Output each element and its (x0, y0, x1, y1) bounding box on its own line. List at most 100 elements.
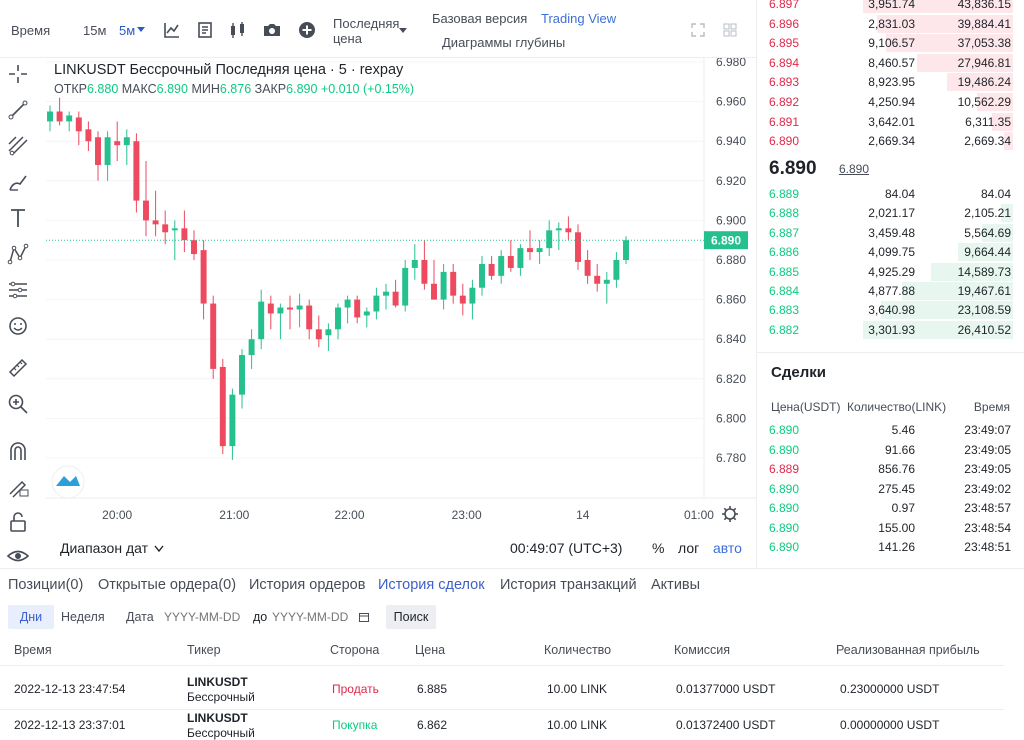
tab-open-orders[interactable]: Открытые ордера(0) (98, 577, 237, 593)
crosshair-icon[interactable] (6, 62, 30, 86)
chevron-down-icon[interactable] (398, 27, 408, 35)
eye-icon[interactable] (6, 544, 30, 568)
bid-row[interactable]: 6.883 3,640.98 23,108.59 (757, 300, 1013, 320)
tab-depth-chart[interactable]: Диаграммы глубины (442, 35, 566, 50)
trade-price: 6.889 (769, 462, 800, 476)
filter-week-button[interactable]: Неделя (61, 610, 105, 624)
fullscreen-icon[interactable] (690, 22, 706, 38)
candle-body (162, 224, 169, 233)
emoji-icon[interactable] (6, 314, 30, 338)
candle-body (402, 267, 409, 306)
price-type-select[interactable]: Последняя цена (333, 16, 399, 46)
ask-price: 6.897 (769, 0, 800, 11)
log-scale-button[interactable]: лог (678, 540, 700, 556)
add-icon[interactable] (297, 20, 317, 40)
trade-time: 23:48:51 (964, 540, 1011, 554)
pattern-icon[interactable] (6, 242, 30, 266)
bid-price: 6.883 (769, 303, 800, 318)
auto-scale-button[interactable]: авто (713, 540, 742, 556)
tab-basic-version[interactable]: Базовая версия (432, 11, 528, 26)
bid-row[interactable]: 6.888 2,021.17 2,105.21 (757, 203, 1013, 223)
zoom-in-icon[interactable] (6, 392, 30, 416)
ask-row[interactable]: 6.890 2,669.34 2,669.34 (757, 131, 1013, 151)
chevron-down-icon[interactable] (136, 26, 146, 34)
time-tick-label: 01:00 (684, 508, 714, 522)
tab-transaction-history[interactable]: История транзакций (500, 577, 637, 593)
bid-row[interactable]: 6.882 3,301.93 26,410.52 (757, 320, 1013, 339)
ruler-icon[interactable] (6, 356, 30, 380)
search-button[interactable]: Поиск (386, 605, 436, 629)
tab-trade-history[interactable]: История сделок (378, 577, 485, 593)
forecast-icon[interactable] (6, 278, 30, 302)
ask-row[interactable]: 6.895 9,106.57 37,053.38 (757, 33, 1013, 53)
unlock-icon[interactable] (6, 510, 30, 534)
trend-line-icon[interactable] (6, 98, 30, 122)
timeframe-15m[interactable]: 15м (83, 23, 107, 38)
bid-row[interactable]: 6.885 4,925.29 14,589.73 (757, 262, 1013, 281)
filter-day-button[interactable]: Дни (8, 605, 54, 629)
camera-icon[interactable] (262, 20, 282, 40)
trade-qty: 91.66 (884, 442, 915, 457)
bid-row[interactable]: 6.889 84.04 84.04 (757, 184, 1013, 203)
lock-draw-icon[interactable] (6, 474, 30, 498)
ask-qty: 3,642.01 (868, 114, 915, 129)
calendar-icon[interactable] (359, 612, 369, 622)
date-range-button[interactable]: Диапазон дат (60, 540, 149, 556)
row-price: 6.885 (417, 682, 448, 696)
price-tick-label: 6.860 (716, 293, 746, 307)
candlestick-chart[interactable]: 6.980 6.960 6.940 6.920 6.900 6.880 6.860 6.840… (40, 58, 756, 528)
bid-row[interactable]: 6.886 4,099.75 9,664.44 (757, 242, 1013, 262)
date-from-input[interactable] (164, 605, 244, 629)
layout-grid-icon[interactable] (722, 22, 738, 38)
trade-qty: 155.00 (878, 520, 915, 535)
depth-bar (876, 14, 1013, 33)
ask-total: 2,669.34 (964, 134, 1011, 149)
depth-bar (902, 282, 1013, 300)
gear-icon[interactable] (724, 508, 736, 520)
trades-header-time: Время (973, 400, 1010, 414)
ask-row[interactable]: 6.892 4,250.94 10,562.29 (757, 92, 1013, 111)
ask-row[interactable]: 6.896 2,831.03 39,884.41 (757, 14, 1013, 33)
ask-row[interactable]: 6.893 8,923.95 19,486.24 (757, 72, 1013, 92)
percent-scale-button[interactable]: % (652, 540, 665, 556)
ask-row[interactable]: 6.894 8,460.57 27,946.81 (757, 53, 1013, 72)
ask-total: 43,836.15 (957, 0, 1011, 11)
row-ticker: LINKUSDT (187, 675, 248, 689)
candle-body (143, 200, 149, 221)
time-tick-label: 21:00 (219, 508, 249, 522)
chevron-down-icon[interactable] (154, 545, 164, 553)
candle-body (507, 256, 514, 268)
text-tool-icon[interactable] (6, 206, 30, 230)
price-tick-label: 6.980 (716, 58, 746, 69)
candle-body (469, 287, 476, 304)
price-chart[interactable]: 6.980 6.960 6.940 6.920 6.900 6.880 6.860 6.840… (40, 58, 756, 568)
magnet-icon[interactable] (6, 440, 30, 464)
bid-row[interactable]: 6.884 4,877.88 19,467.61 (757, 281, 1013, 300)
template-icon[interactable] (195, 20, 215, 40)
tab-order-history[interactable]: История ордеров (249, 577, 366, 593)
bid-qty: 4,925.29 (868, 264, 915, 279)
trade-qty: 0.97 (891, 501, 915, 515)
trade-time: 23:49:05 (964, 462, 1011, 476)
ask-row[interactable]: 6.897 3,951.74 43,836.15 (757, 0, 1013, 13)
mark-price[interactable]: 6.890 (839, 162, 870, 176)
indicators-icon[interactable] (162, 20, 182, 40)
timeframe-5m[interactable]: 5м (119, 23, 136, 38)
brush-icon[interactable] (6, 170, 30, 194)
candles-icon[interactable] (228, 20, 248, 40)
trades-header-price: Цена(USDT) (771, 400, 841, 414)
ask-price: 6.894 (769, 55, 800, 70)
fib-tool-icon[interactable] (6, 134, 30, 158)
price-type-line2: цена (333, 31, 362, 46)
bid-row[interactable]: 6.887 3,459.48 5,564.69 (757, 223, 1013, 242)
ask-qty: 9,106.57 (868, 36, 915, 51)
tab-trading-view[interactable]: Trading View (541, 11, 617, 26)
candle-body (565, 228, 572, 233)
date-to-input[interactable] (272, 605, 352, 629)
tab-assets[interactable]: Активы (651, 577, 701, 593)
ask-row[interactable]: 6.891 3,642.01 6,311.35 (757, 112, 1013, 131)
tab-positions[interactable]: Позиции(0) (8, 577, 84, 593)
low-value: 6.876 (219, 82, 252, 96)
trade-time: 23:49:05 (964, 442, 1011, 457)
price-tick-label: 6.900 (716, 213, 746, 227)
